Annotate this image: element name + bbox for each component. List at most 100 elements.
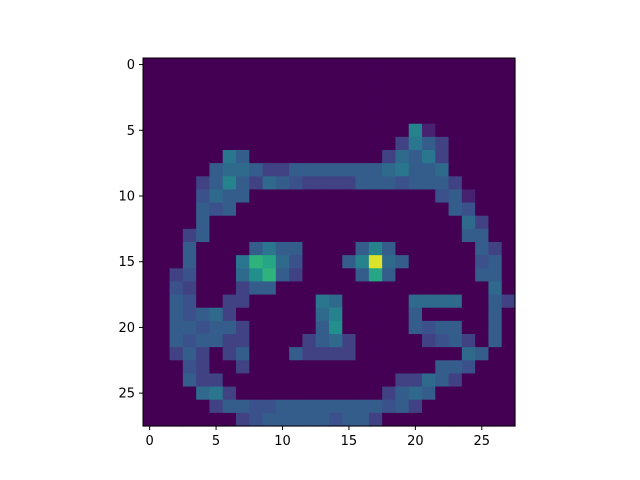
heatmap-cell bbox=[329, 97, 343, 112]
heatmap-cell bbox=[422, 123, 436, 138]
heatmap-cell bbox=[395, 373, 410, 388]
heatmap-cell bbox=[422, 347, 436, 361]
heatmap-cell bbox=[408, 281, 423, 296]
heatmap-cell bbox=[501, 412, 516, 427]
heatmap-cell bbox=[329, 386, 343, 401]
heatmap-cell bbox=[182, 136, 197, 151]
heatmap-cell bbox=[448, 320, 463, 335]
heatmap-cell bbox=[488, 334, 503, 348]
heatmap-cell bbox=[289, 110, 304, 125]
heatmap-cell bbox=[488, 268, 503, 283]
heatmap-cell bbox=[315, 268, 330, 283]
heatmap-cell bbox=[315, 123, 330, 138]
heatmap-cell bbox=[182, 320, 197, 335]
heatmap-cell bbox=[395, 150, 410, 164]
heatmap-cell bbox=[236, 399, 250, 414]
heatmap-cell bbox=[209, 412, 224, 427]
heatmap-cell bbox=[302, 136, 317, 151]
heatmap-cell bbox=[262, 71, 277, 85]
heatmap-cell bbox=[236, 386, 250, 401]
heatmap-cell bbox=[156, 281, 171, 296]
heatmap-cell bbox=[368, 307, 383, 322]
heatmap-cell bbox=[435, 202, 450, 217]
heatmap-cell bbox=[196, 110, 211, 125]
heatmap-cell bbox=[143, 176, 157, 191]
heatmap-cell bbox=[342, 307, 357, 322]
heatmap-cell bbox=[501, 176, 516, 191]
heatmap-cell bbox=[355, 215, 370, 230]
heatmap-cell bbox=[342, 176, 357, 191]
heatmap-cell bbox=[143, 189, 157, 204]
heatmap-cell bbox=[382, 268, 397, 283]
heatmap-cell bbox=[236, 242, 250, 256]
heatmap-cell bbox=[169, 123, 184, 138]
heatmap-cell bbox=[315, 189, 330, 204]
heatmap-cell bbox=[488, 202, 503, 217]
heatmap-cell bbox=[209, 97, 224, 112]
heatmap-cell bbox=[209, 268, 224, 283]
heatmap-cell bbox=[355, 71, 370, 85]
heatmap-cell bbox=[236, 281, 250, 296]
heatmap-cell bbox=[408, 334, 423, 348]
heatmap-cell bbox=[342, 412, 357, 427]
heatmap-cell bbox=[342, 110, 357, 125]
heatmap-cell bbox=[475, 58, 490, 72]
heatmap-cell bbox=[196, 399, 211, 414]
heatmap-cell bbox=[169, 281, 184, 296]
heatmap-cell bbox=[488, 242, 503, 256]
heatmap-cell bbox=[342, 215, 357, 230]
heatmap-cell bbox=[182, 202, 197, 217]
heatmap-cell bbox=[156, 268, 171, 283]
heatmap-cell bbox=[236, 202, 250, 217]
heatmap-cell bbox=[488, 58, 503, 72]
heatmap-cell bbox=[448, 150, 463, 164]
heatmap-cell bbox=[488, 84, 503, 99]
heatmap-cell bbox=[422, 58, 436, 72]
heatmap-cell bbox=[209, 320, 224, 335]
heatmap-cell bbox=[236, 163, 250, 177]
heatmap-cell bbox=[302, 150, 317, 164]
heatmap-cell bbox=[209, 294, 224, 309]
heatmap-cell bbox=[302, 110, 317, 125]
heatmap-cell bbox=[262, 242, 277, 256]
heatmap-cell bbox=[488, 281, 503, 296]
heatmap-cell bbox=[249, 334, 264, 348]
heatmap-cell bbox=[342, 347, 357, 361]
heatmap-cell bbox=[448, 255, 463, 269]
heatmap-cell bbox=[196, 202, 211, 217]
heatmap-cell bbox=[342, 202, 357, 217]
y-tick-label: 25 bbox=[118, 387, 135, 402]
heatmap-cell bbox=[289, 334, 304, 348]
heatmap-cell bbox=[143, 97, 157, 112]
heatmap-cell bbox=[275, 136, 290, 151]
heatmap-cell bbox=[236, 215, 250, 230]
heatmap-cell bbox=[501, 228, 516, 243]
heatmap-cell bbox=[182, 150, 197, 164]
heatmap-cell bbox=[143, 163, 157, 177]
heatmap-cell bbox=[329, 268, 343, 283]
heatmap-cell bbox=[209, 360, 224, 375]
heatmap-cell bbox=[329, 255, 343, 269]
heatmap-cell bbox=[169, 150, 184, 164]
heatmap-cell bbox=[315, 58, 330, 72]
heatmap-cell bbox=[422, 110, 436, 125]
heatmap-cell bbox=[422, 360, 436, 375]
heatmap-cell bbox=[236, 360, 250, 375]
heatmap-cell bbox=[382, 58, 397, 72]
heatmap-cell bbox=[209, 307, 224, 322]
heatmap-cell bbox=[355, 294, 370, 309]
heatmap-cell bbox=[236, 97, 250, 112]
heatmap-cell bbox=[408, 123, 423, 138]
heatmap-cell bbox=[143, 307, 157, 322]
heatmap-cell bbox=[262, 294, 277, 309]
heatmap-cell bbox=[488, 347, 503, 361]
heatmap-cell bbox=[169, 360, 184, 375]
heatmap-cell bbox=[143, 281, 157, 296]
heatmap-cell bbox=[395, 399, 410, 414]
heatmap-cell bbox=[169, 268, 184, 283]
heatmap-cell bbox=[249, 268, 264, 283]
heatmap-cell bbox=[302, 360, 317, 375]
heatmap-cell bbox=[289, 294, 304, 309]
heatmap-cell bbox=[355, 268, 370, 283]
heatmap-cell bbox=[289, 281, 304, 296]
